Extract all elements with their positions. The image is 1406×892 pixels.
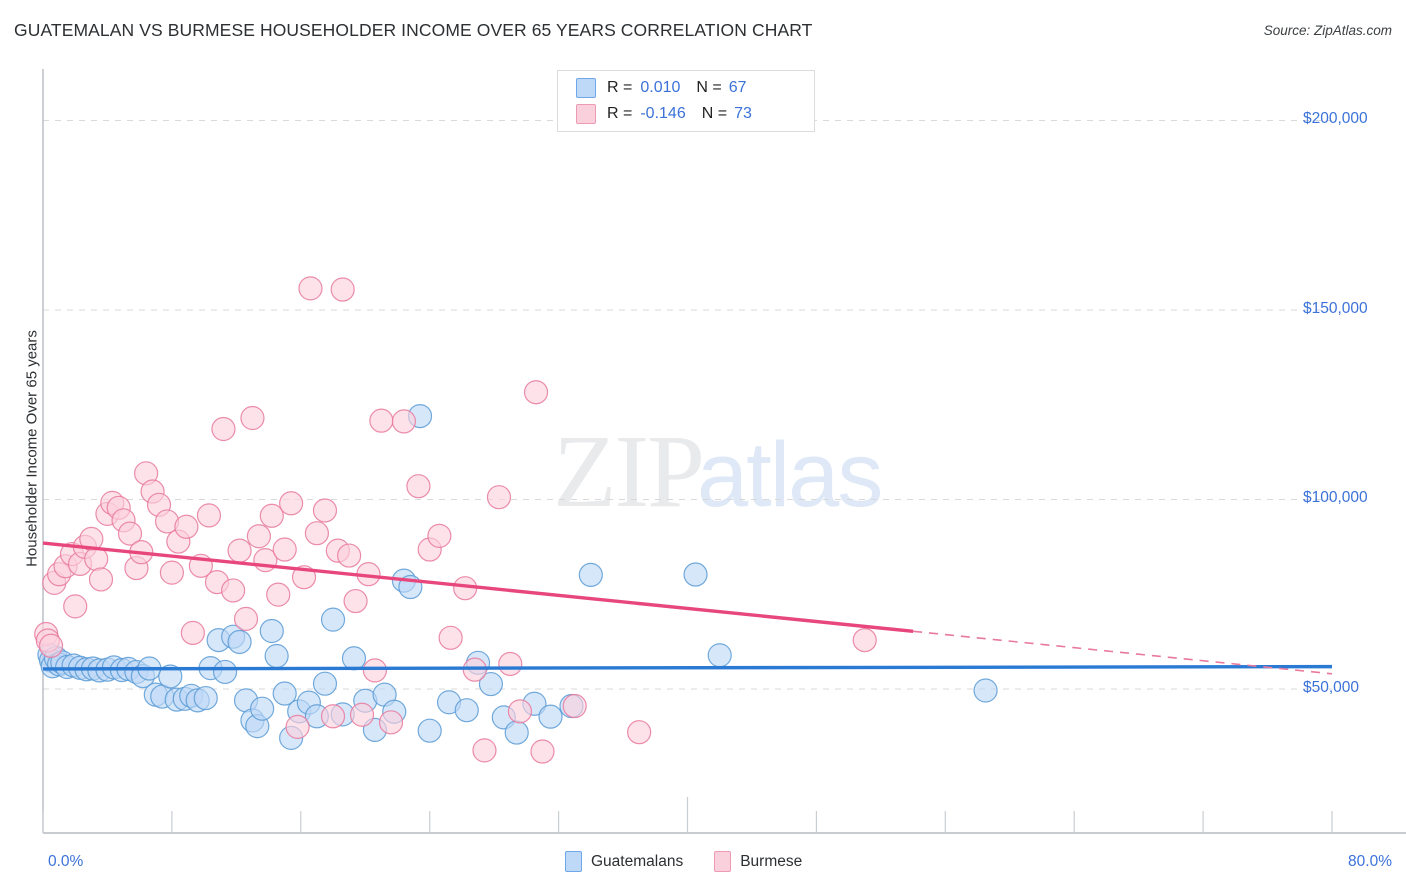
data-point [498, 651, 523, 677]
data-point [391, 409, 417, 434]
data-point [38, 633, 64, 658]
data-point [196, 503, 222, 528]
data-point [88, 567, 114, 592]
data-point [578, 562, 603, 588]
data-point [683, 562, 708, 587]
data-point [221, 578, 246, 603]
data-point [246, 524, 272, 549]
data-point [272, 681, 297, 706]
stats-row-guatemalans: R = 0.010 N = 67 [576, 75, 747, 101]
data-point [266, 582, 291, 607]
data-point [378, 710, 404, 735]
legend-label-burmese: Burmese [740, 852, 803, 870]
data-point [973, 678, 998, 703]
data-point [627, 720, 652, 745]
data-point [343, 588, 368, 614]
data-point [507, 699, 533, 724]
data-point [211, 416, 236, 442]
data-point [233, 606, 259, 631]
legend-item-guatemalans[interactable]: Guatemalans [565, 851, 683, 872]
data-point [369, 408, 394, 433]
data-point [63, 594, 88, 619]
trendline-extrapolated-burmese [912, 630, 1333, 675]
data-point [562, 693, 587, 719]
data-point [530, 739, 555, 764]
data-point [486, 485, 512, 510]
data-point [174, 514, 199, 539]
data-point [250, 696, 275, 721]
data-point [523, 380, 549, 405]
data-point [320, 704, 346, 729]
source-attribution: Source: ZipAtlas.com [1263, 23, 1392, 38]
stats-row-burmese: R = -0.146 N = 73 [576, 101, 752, 127]
data-point [158, 664, 183, 689]
data-point [285, 714, 310, 739]
correlation-stats-box: R = 0.010 N = 67 R = -0.146 N = 73 [557, 70, 815, 132]
swatch-guatemalans-icon [576, 78, 596, 98]
data-point [193, 685, 218, 711]
data-point [362, 658, 388, 683]
swatch-burmese-icon [576, 104, 596, 124]
data-point [406, 474, 431, 499]
data-point [427, 523, 452, 548]
data-point [707, 643, 732, 668]
y-tick-label-200000: $200,000 [1303, 110, 1368, 128]
y-tick-label-50000: $50,000 [1303, 678, 1360, 696]
r-label-guatemalans: R = [607, 79, 633, 96]
r-label-burmese: R = [607, 105, 633, 122]
x-tick-label-min: 0.0% [48, 853, 84, 870]
data-point [454, 698, 479, 723]
data-point [259, 503, 284, 528]
data-point [159, 560, 184, 585]
trendline-burmese [42, 541, 914, 634]
data-point [212, 659, 238, 685]
data-point [304, 521, 330, 546]
series-legend: Guatemalans Burmese [565, 851, 824, 872]
data-point [117, 521, 143, 546]
data-point [272, 537, 297, 562]
data-point [298, 276, 323, 301]
data-point [852, 627, 877, 653]
data-point [312, 671, 338, 696]
data-point [180, 620, 205, 645]
n-label-guatemalans: N = [696, 79, 722, 96]
data-point [337, 543, 362, 568]
y-tick-label-150000: $150,000 [1303, 299, 1368, 317]
n-label-burmese: N = [701, 105, 728, 122]
page-title: GUATEMALAN VS BURMESE HOUSEHOLDER INCOME… [14, 20, 813, 40]
x-tick-label-max: 80.0% [1348, 853, 1392, 870]
data-point [417, 718, 442, 743]
data-point [349, 702, 375, 727]
data-point [240, 405, 265, 431]
data-point [264, 643, 289, 669]
r-value-guatemalans: 0.010 [640, 79, 681, 96]
data-point [472, 738, 497, 763]
data-point [312, 498, 338, 523]
trendline-guatemalans [42, 664, 1333, 671]
data-point [538, 704, 563, 729]
legend-swatch-guatemalans-icon [565, 851, 582, 872]
n-value-burmese: 73 [734, 105, 752, 122]
data-point [279, 491, 304, 516]
r-value-burmese: -0.146 [640, 105, 686, 122]
data-point [227, 629, 252, 655]
series-burmese [34, 276, 877, 764]
data-point [504, 720, 529, 745]
data-point [227, 538, 252, 563]
data-point [320, 607, 346, 632]
data-point [330, 277, 355, 302]
data-point [259, 618, 284, 644]
data-point [341, 646, 367, 671]
legend-item-burmese[interactable]: Burmese [714, 851, 802, 872]
n-value-guatemalans: 67 [728, 79, 747, 96]
data-point [438, 625, 463, 650]
data-point [478, 671, 504, 697]
legend-label-guatemalans: Guatemalans [591, 852, 684, 870]
y-tick-label-100000: $100,000 [1303, 489, 1368, 507]
legend-swatch-burmese-icon [714, 851, 732, 872]
